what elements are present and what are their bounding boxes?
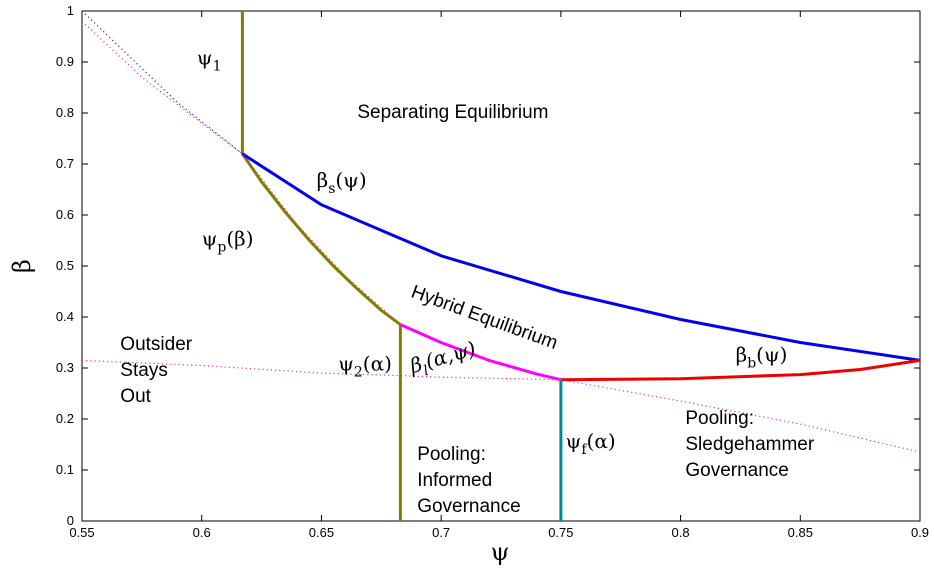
x-tick-label: 0.55 — [69, 525, 94, 540]
boundary-line — [560, 358, 921, 382]
curve-label-psip: ψp(β) — [202, 227, 254, 256]
y-tick-label: 0.6 — [56, 207, 74, 222]
boundary-line — [241, 152, 921, 362]
boundary-line — [241, 152, 402, 326]
y-tick-label: 0.9 — [56, 54, 74, 69]
region-label-sep: Separating Equilibrium — [357, 102, 548, 123]
x-tick-label: 0.9 — [911, 525, 929, 540]
y-tick-label: 1 — [67, 3, 74, 18]
y-tick-label: 0.8 — [56, 105, 74, 120]
region-label-outsider: Outsider Stays Out — [120, 334, 192, 407]
y-axis-label: β — [8, 259, 36, 273]
boundary-line — [399, 323, 562, 382]
region-label-pool_inf: Pooling: Informed Governance — [417, 444, 521, 517]
x-tick-label: 0.8 — [672, 525, 690, 540]
y-tick-label: 0.2 — [56, 411, 74, 426]
curve-label-psi2: ψ2(α) — [338, 352, 392, 381]
y-tick-label: 0.3 — [56, 360, 74, 375]
curve-label-psi1: ψ1 — [197, 46, 222, 75]
curve-label-bs: βs(ψ) — [317, 168, 367, 197]
y-tick-label: 0.1 — [56, 462, 74, 477]
x-tick-label: 0.65 — [309, 525, 334, 540]
x-axis-label: ψ — [491, 538, 510, 566]
y-tick-label: 0.5 — [56, 258, 74, 273]
y-tick-label: 0.7 — [56, 156, 74, 171]
curve-label-bb: βb(ψ) — [736, 342, 788, 371]
x-tick-label: 0.7 — [432, 525, 450, 540]
x-tick-label: 0.6 — [193, 525, 211, 540]
y-tick-label: 0.4 — [56, 309, 74, 324]
series-group — [81, 10, 921, 521]
region-label-hybrid: Hybrid Equilibrium — [408, 282, 560, 354]
annotation-group: ψ1 Separating Equilibrium βs(ψ) ψp(β) Hybrid… — [120, 46, 815, 517]
axis-ticks: 0.55 0.6 0.65 0.7 0.75 0.8 0.85 0.9 0 0.1 0.2 0.3 0.… — [56, 3, 929, 540]
boundary-dotted-line — [81, 10, 243, 155]
curve-label-bl: βl(α,ψ) — [406, 336, 480, 383]
x-tick-label: 0.85 — [788, 525, 813, 540]
region-label-pool_sledge: Pooling: Sledgehammer Governance — [685, 408, 815, 481]
x-tick-label: 0.75 — [548, 525, 573, 540]
y-tick-label: 0 — [67, 513, 74, 528]
curve-label-psif: ψf(α) — [566, 429, 616, 458]
